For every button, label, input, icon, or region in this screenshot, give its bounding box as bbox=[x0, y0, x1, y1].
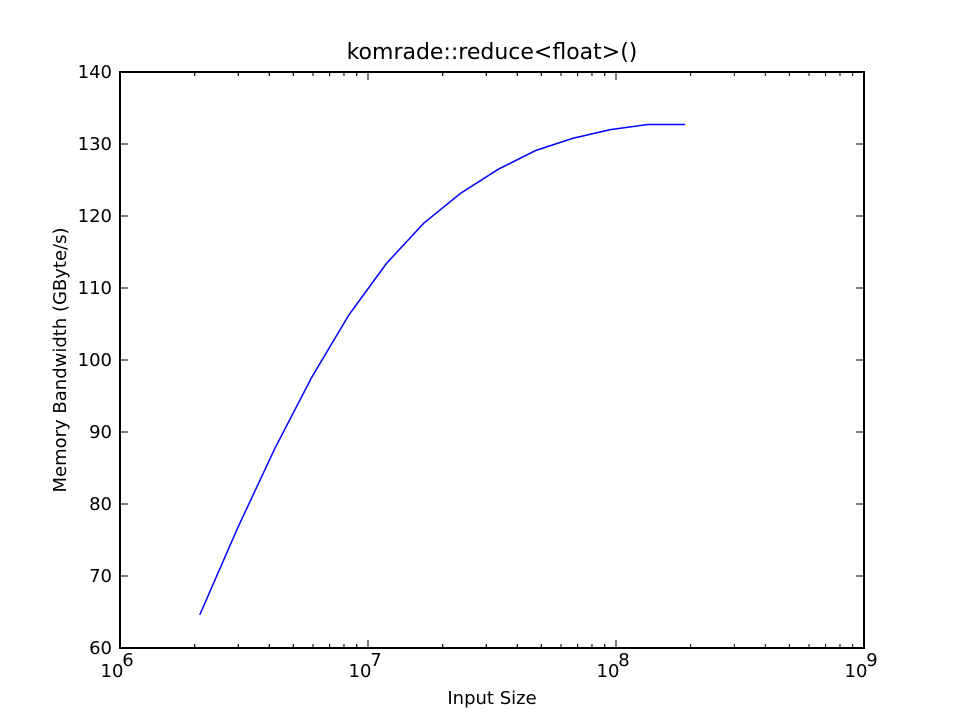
y-axis-label: Memory Bandwidth (GByte/s) bbox=[50, 227, 71, 492]
y-tick-label: 90 bbox=[89, 422, 112, 443]
x-tick-exponent: 9 bbox=[866, 650, 877, 671]
x-tick-label: 10 bbox=[845, 661, 868, 682]
x-axis-label: Input Size bbox=[447, 688, 536, 709]
x-tick-exponent: 7 bbox=[370, 650, 381, 671]
chart-title: komrade::reduce<float>() bbox=[347, 40, 638, 65]
x-tick-exponent: 8 bbox=[618, 650, 629, 671]
series-line-0 bbox=[199, 123, 686, 616]
x-tick-exponent: 6 bbox=[122, 650, 133, 671]
y-tick-label: 80 bbox=[89, 494, 112, 515]
axes-frame bbox=[119, 71, 865, 649]
x-tick-label: 10 bbox=[349, 661, 372, 682]
y-tick-label: 120 bbox=[78, 206, 112, 227]
y-tick-label: 60 bbox=[89, 638, 112, 659]
y-tick-label: 140 bbox=[78, 62, 112, 83]
y-tick-label: 130 bbox=[78, 134, 112, 155]
y-tick-label: 70 bbox=[89, 566, 112, 587]
y-tick-label: 110 bbox=[78, 278, 112, 299]
y-tick-label: 100 bbox=[78, 350, 112, 371]
x-tick-label: 10 bbox=[101, 661, 124, 682]
plot-area bbox=[199, 123, 686, 616]
x-tick-label: 10 bbox=[597, 661, 620, 682]
